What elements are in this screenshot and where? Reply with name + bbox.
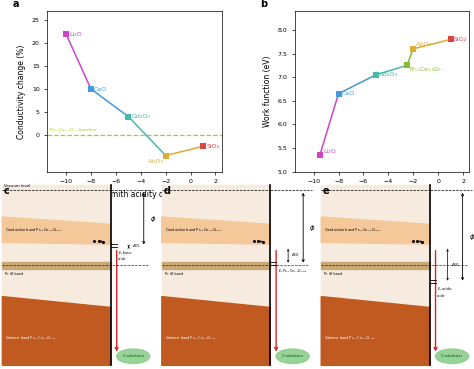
- Text: O adsorbates: O adsorbates: [441, 354, 463, 358]
- Text: Li₂O: Li₂O: [69, 31, 82, 37]
- Polygon shape: [162, 217, 270, 244]
- Text: Pr 4f band: Pr 4f band: [165, 272, 183, 276]
- Text: Valence band Pr$_{0.1}$Ce$_{0.9}$O$_{2-x}$: Valence band Pr$_{0.1}$Ce$_{0.9}$O$_{2-x…: [165, 334, 217, 342]
- Y-axis label: Work function (eV): Work function (eV): [263, 56, 272, 127]
- Text: Al₂O₃: Al₂O₃: [416, 42, 432, 48]
- Text: Pr₀.₁Ce₀.₉O₂₋ baseline: Pr₀.₁Ce₀.₉O₂₋ baseline: [50, 128, 97, 132]
- Polygon shape: [162, 297, 270, 365]
- Text: b: b: [260, 0, 267, 10]
- Polygon shape: [321, 217, 429, 244]
- Text: Pr 4f band: Pr 4f band: [324, 272, 343, 276]
- Text: Al₂O₃: Al₂O₃: [148, 159, 164, 164]
- Text: Gd₂O₃: Gd₂O₃: [379, 72, 398, 77]
- Text: CaO: CaO: [94, 87, 107, 92]
- Text: $E_F$ acidic
oxide: $E_F$ acidic oxide: [437, 285, 453, 297]
- Text: Pr 4f band: Pr 4f band: [5, 272, 24, 276]
- Text: Vacuum level: Vacuum level: [4, 184, 30, 188]
- Text: Valence band Pr$_{0.1}$Ce$_{0.9}$O$_{2-x}$: Valence band Pr$_{0.1}$Ce$_{0.9}$O$_{2-x…: [5, 334, 57, 342]
- Text: c: c: [4, 186, 9, 196]
- Text: Li₂O: Li₂O: [323, 149, 336, 154]
- Text: e: e: [323, 186, 329, 196]
- Text: CaO: CaO: [342, 91, 355, 96]
- Text: $\Delta G_1$: $\Delta G_1$: [451, 261, 460, 269]
- Text: O adsorbates: O adsorbates: [123, 354, 144, 358]
- Polygon shape: [162, 262, 270, 269]
- Text: Valence band Pr$_{0.1}$Ce$_{0.9}$O$_{2-x}$: Valence band Pr$_{0.1}$Ce$_{0.9}$O$_{2-x…: [324, 334, 376, 342]
- Text: $\phi$: $\phi$: [469, 232, 474, 242]
- Polygon shape: [321, 262, 429, 269]
- Text: $\Delta G_1$: $\Delta G_1$: [132, 243, 141, 251]
- Text: Conduction band Pr$_{0.1}$Ce$_{0.9}$O$_{2-x}$: Conduction band Pr$_{0.1}$Ce$_{0.9}$O$_{…: [5, 226, 63, 234]
- Polygon shape: [2, 262, 110, 269]
- Polygon shape: [2, 297, 110, 365]
- Bar: [321, 184, 429, 365]
- Bar: [162, 184, 270, 365]
- Text: Conduction band Pr$_{0.1}$Ce$_{0.9}$O$_{2-x}$: Conduction band Pr$_{0.1}$Ce$_{0.9}$O$_{…: [165, 226, 223, 234]
- X-axis label: Smith acidity α: Smith acidity α: [353, 190, 411, 199]
- Text: a: a: [12, 0, 19, 10]
- Text: O adsorbates: O adsorbates: [282, 354, 303, 358]
- Text: d: d: [164, 186, 170, 196]
- Polygon shape: [2, 217, 110, 244]
- Polygon shape: [321, 297, 429, 365]
- Text: $E_F$ Pr$_{0.1}$Ce$_{0.9}$O$_{2-x}$: $E_F$ Pr$_{0.1}$Ce$_{0.9}$O$_{2-x}$: [278, 267, 307, 275]
- Bar: [2, 184, 110, 365]
- Ellipse shape: [276, 349, 309, 363]
- Text: SiO₂: SiO₂: [454, 37, 467, 42]
- Text: Conduction band Pr$_{0.1}$Ce$_{0.9}$O$_{2-x}$: Conduction band Pr$_{0.1}$Ce$_{0.9}$O$_{…: [324, 226, 382, 234]
- Text: $\phi$: $\phi$: [150, 214, 156, 224]
- Ellipse shape: [436, 349, 469, 363]
- Text: $\Delta G_1$: $\Delta G_1$: [291, 252, 300, 259]
- Text: $\phi$: $\phi$: [309, 223, 316, 233]
- Text: Pr₀.₁Ce₀.₉O₂₋: Pr₀.₁Ce₀.₉O₂₋: [410, 67, 444, 72]
- Text: SiO₂: SiO₂: [206, 144, 219, 149]
- Text: Gd₂O₃: Gd₂O₃: [131, 114, 150, 119]
- Text: $E_F$ basic
oxide: $E_F$ basic oxide: [118, 249, 133, 261]
- Y-axis label: Conductivity change (%): Conductivity change (%): [18, 44, 27, 138]
- Ellipse shape: [117, 349, 150, 363]
- X-axis label: Smith acidity α: Smith acidity α: [106, 190, 164, 199]
